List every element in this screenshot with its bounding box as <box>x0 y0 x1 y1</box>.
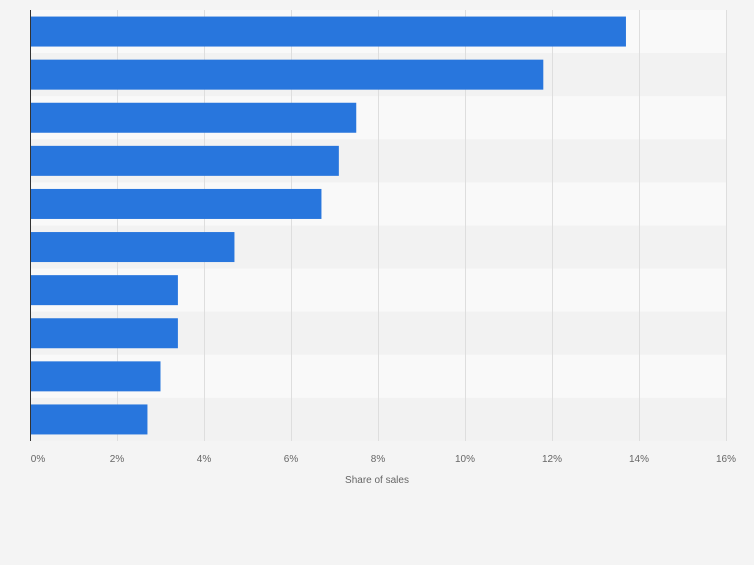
x-tick-label-12: 12% <box>542 454 562 465</box>
x-tick-label-0: 0% <box>31 454 46 465</box>
bar-10 <box>30 404 148 435</box>
bar-1 <box>30 16 626 47</box>
bar-3 <box>30 102 357 133</box>
bars <box>30 16 626 435</box>
bar-7 <box>30 275 178 306</box>
x-tick-label-14: 14% <box>629 454 649 465</box>
bar-9 <box>30 361 161 392</box>
bar-8 <box>30 318 178 349</box>
x-tick-label-16: 16% <box>716 454 736 465</box>
x-tick-label-8: 8% <box>371 454 386 465</box>
x-tick-label-4: 4% <box>197 454 212 465</box>
x-tick-label-10: 10% <box>455 454 475 465</box>
x-tick-label-6: 6% <box>284 454 299 465</box>
bar-2 <box>30 59 544 90</box>
x-axis-tick-labels: 0% 2% 4% 6% 8% 10% 12% 14% 16% <box>31 454 736 465</box>
bar-4 <box>30 145 339 176</box>
x-axis-label: Share of sales <box>345 475 409 486</box>
bar-5 <box>30 188 322 219</box>
x-tick-label-2: 2% <box>110 454 125 465</box>
bar-6 <box>30 232 235 263</box>
